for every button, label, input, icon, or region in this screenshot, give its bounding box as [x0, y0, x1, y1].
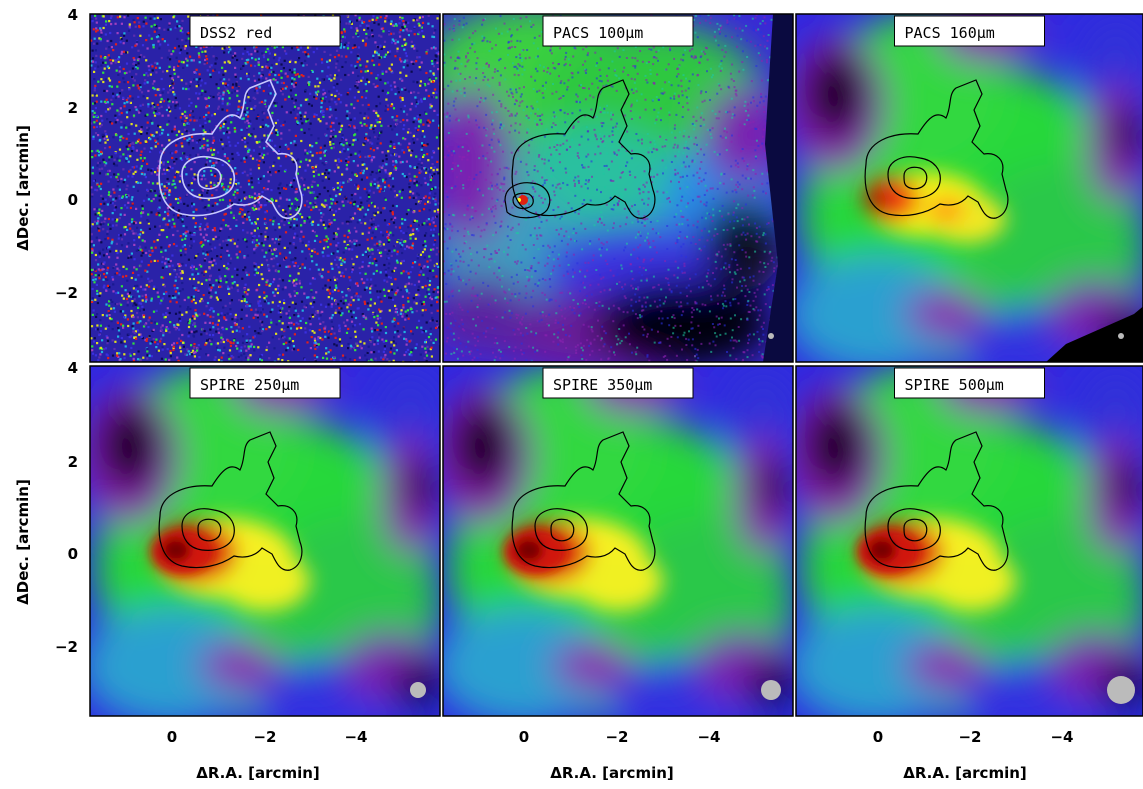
- beam-size-marker: [768, 333, 774, 339]
- x-axis-labels: 0 −2 −4 0 −2 −4 0 −2 −4: [167, 728, 1074, 746]
- panel-frame: [795, 365, 1143, 717]
- panel-label-text: DSS2 red: [200, 24, 272, 42]
- xtick-label: −4: [1050, 728, 1073, 746]
- panel-label-text: PACS 160μm: [905, 24, 995, 42]
- beam-size-marker: [410, 682, 426, 698]
- xtick-label: 0: [873, 728, 883, 746]
- panel-1: PACS 100μm: [443, 14, 793, 362]
- x-axis-title: ΔR.A. [arcmin]: [550, 764, 674, 782]
- beam-size-marker: [1107, 676, 1135, 704]
- panel-label-text: PACS 100μm: [553, 24, 643, 42]
- beam-size-marker: [761, 680, 781, 700]
- ytick-label: 0: [68, 545, 78, 563]
- panel-label: DSS2 red: [189, 15, 341, 47]
- xtick-label: −2: [253, 728, 276, 746]
- x-axis-title: ΔR.A. [arcmin]: [196, 764, 320, 782]
- y-axis-title: ΔDec. [arcmin]: [14, 479, 32, 605]
- panel-label: SPIRE 350μm: [542, 367, 694, 399]
- panel-3: SPIRE 250μm: [90, 366, 440, 716]
- ytick-label: −2: [55, 638, 78, 656]
- ytick-label: 2: [68, 453, 78, 471]
- panel-frame: [89, 13, 441, 363]
- panel-label: PACS 160μm: [894, 15, 1045, 47]
- y-axis-top: 4 2 0 −2: [55, 6, 78, 302]
- x-axis-title: ΔR.A. [arcmin]: [903, 764, 1027, 782]
- panel-label: PACS 100μm: [542, 15, 694, 47]
- xtick-label: −4: [697, 728, 720, 746]
- ytick-label: 4: [68, 6, 78, 24]
- contour-lines: [504, 79, 656, 219]
- panel-label-text: SPIRE 500μm: [905, 376, 1004, 394]
- panel-0: DSS2 red: [90, 14, 440, 362]
- panel-5: SPIRE 500μm: [796, 366, 1143, 716]
- ytick-label: 0: [68, 191, 78, 209]
- panel-frame: [442, 365, 794, 717]
- panel-label-text: SPIRE 250μm: [200, 376, 299, 394]
- xtick-label: −2: [605, 728, 628, 746]
- panel-label: SPIRE 500μm: [894, 367, 1045, 399]
- y-axis-title: ΔDec. [arcmin]: [14, 125, 32, 251]
- xtick-label: 0: [519, 728, 529, 746]
- panel-frame: [442, 13, 794, 363]
- panel-label: SPIRE 250μm: [189, 367, 341, 399]
- panel-2: PACS 160μm: [796, 14, 1143, 362]
- xtick-label: −2: [958, 728, 981, 746]
- panel-label-text: SPIRE 350μm: [553, 376, 652, 394]
- y-axis-bottom: 4 2 0 −2: [55, 359, 78, 656]
- panel-4: SPIRE 350μm: [443, 366, 793, 716]
- beam-size-marker: [1118, 333, 1124, 339]
- panel-frame: [795, 13, 1143, 363]
- ytick-label: −2: [55, 284, 78, 302]
- ytick-label: 2: [68, 99, 78, 117]
- xtick-label: 0: [167, 728, 177, 746]
- panel-frame: [89, 365, 441, 717]
- ytick-label: 4: [68, 359, 78, 377]
- xtick-label: −4: [344, 728, 367, 746]
